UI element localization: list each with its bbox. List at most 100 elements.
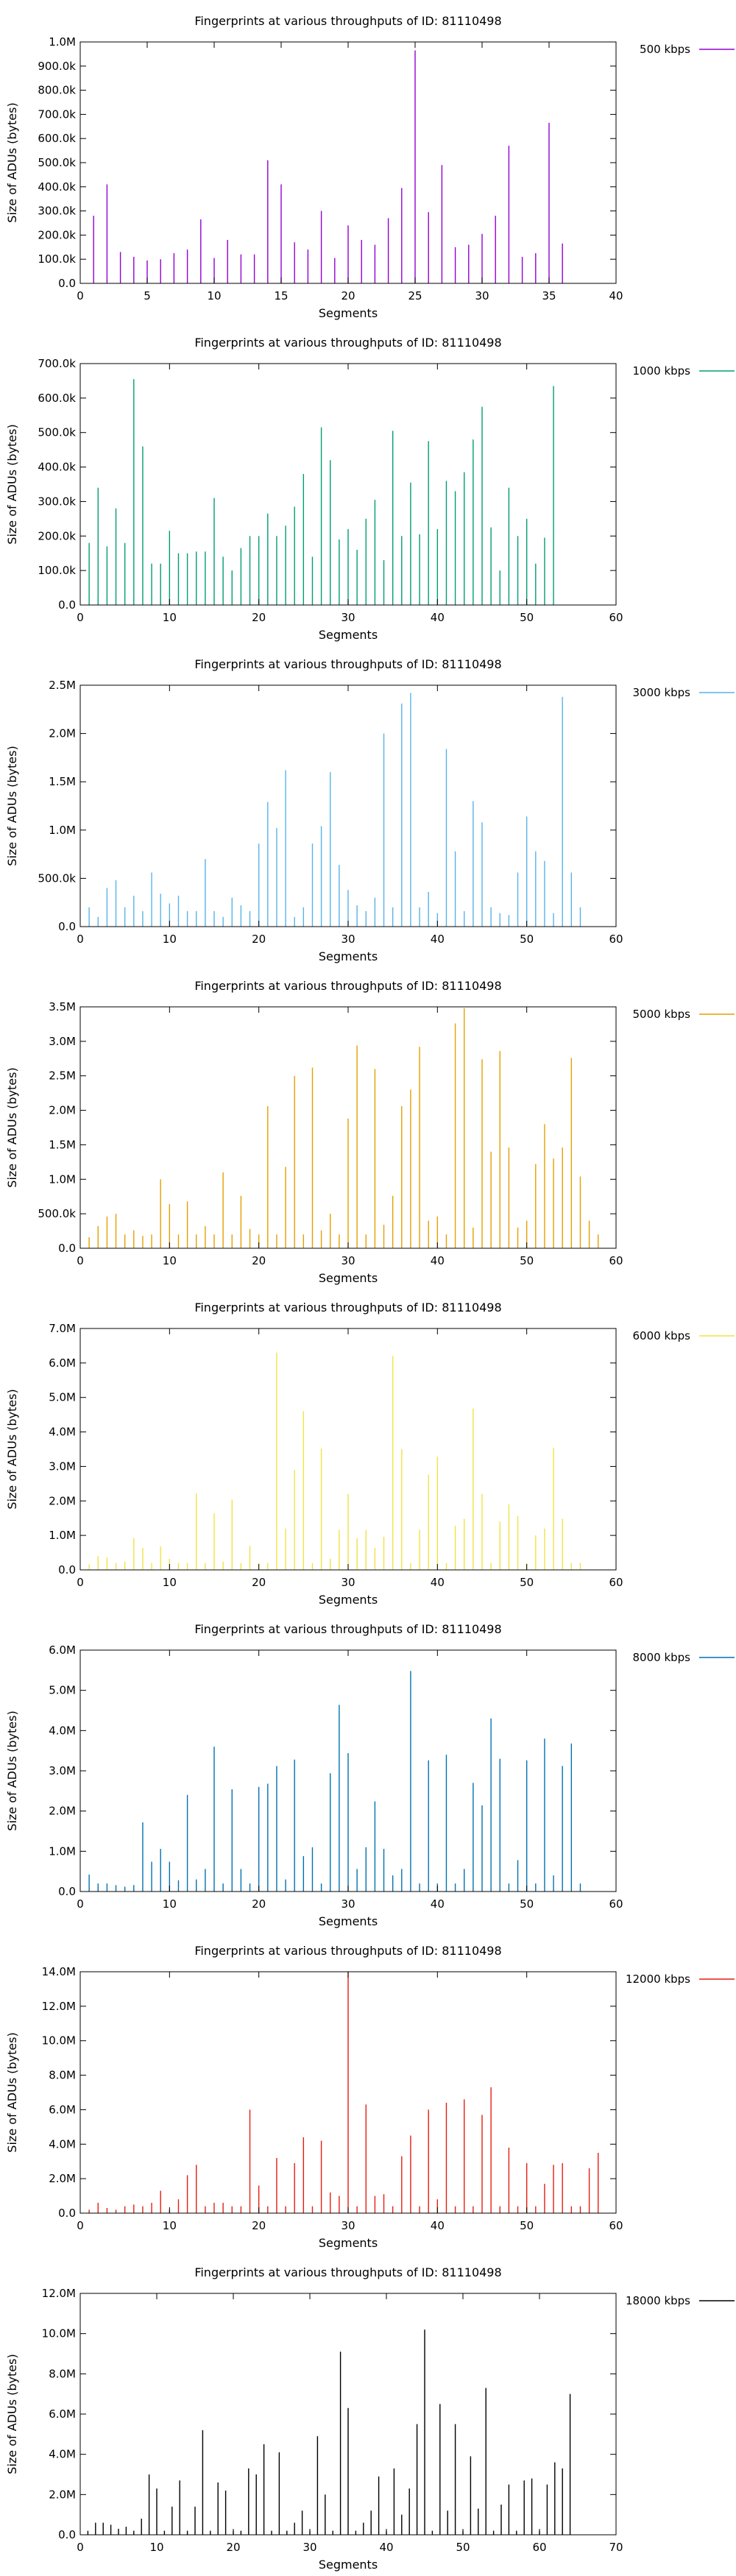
legend-label: 8000 kbps [633,1651,691,1664]
x-tick-label: 5 [144,289,151,302]
x-tick-label: 0 [77,1897,84,1911]
y-tick-label: 6.0M [49,1643,76,1657]
x-tick-label: 30 [341,1254,355,1267]
y-tick-label: 3.0M [49,1035,76,1048]
chart-panel: Fingerprints at various throughputs of I… [0,1608,736,1930]
x-tick-label: 0 [77,2219,84,2232]
y-tick-label: 1.5M [49,775,76,788]
y-tick-label: 900.0k [38,60,76,73]
x-tick-label: 0 [77,1576,84,1589]
y-tick-label: 0.0 [58,1885,76,1898]
x-tick-label: 10 [163,1576,177,1589]
y-tick-label: 4.0M [49,1426,76,1439]
x-tick-label: 20 [341,289,355,302]
y-tick-label: 5.0M [49,1684,76,1697]
y-tick-label: 800.0k [38,84,76,97]
x-axis-label: Segments [319,949,378,963]
x-tick-label: 20 [252,2219,266,2232]
x-tick-label: 50 [520,2219,534,2232]
chart-title: Fingerprints at various throughputs of I… [194,1301,501,1314]
legend-label: 500 kbps [640,43,690,56]
y-axis-label: Size of ADUs (bytes) [5,1710,19,1830]
y-axis-label: Size of ADUs (bytes) [5,424,19,544]
y-tick-label: 2.0M [49,1104,76,1117]
y-tick-label: 10.0M [42,2034,76,2048]
x-tick-label: 50 [520,933,534,946]
y-tick-label: 10.0M [42,2327,76,2340]
chart-svg: Fingerprints at various throughputs of I… [5,14,735,320]
y-tick-label: 1.0M [49,824,76,837]
y-tick-label: 2.0M [49,1805,76,1818]
chart-title: Fingerprints at various throughputs of I… [194,2265,501,2279]
x-tick-label: 10 [163,1897,177,1911]
x-tick-label: 50 [520,1576,534,1589]
y-tick-label: 14.0M [42,1965,76,1978]
y-tick-label: 300.0k [38,495,76,508]
x-tick-label: 60 [609,1576,623,1589]
chart-title: Fingerprints at various throughputs of I… [194,14,501,28]
legend-label: 1000 kbps [633,364,691,378]
y-tick-label: 4.0M [49,2137,76,2151]
y-tick-label: 3.0M [49,1459,76,1473]
y-tick-label: 12.0M [42,2000,76,2013]
x-tick-label: 60 [609,1254,623,1267]
x-tick-label: 40 [379,2541,393,2554]
y-tick-label: 5.0M [49,1391,76,1404]
y-tick-label: 6.0M [49,2103,76,2116]
y-axis-label: Size of ADUs (bytes) [5,1067,19,1187]
chart-panel: Fingerprints at various throughputs of I… [0,1930,736,2251]
chart-panel: Fingerprints at various throughputs of I… [0,322,736,643]
x-tick-label: 60 [609,611,623,624]
y-tick-label: 500.0k [38,1207,76,1220]
x-tick-label: 20 [252,1897,266,1911]
x-tick-label: 10 [163,2219,177,2232]
x-tick-label: 40 [431,933,445,946]
y-axis-label: Size of ADUs (bytes) [5,2354,19,2474]
x-tick-label: 10 [163,1254,177,1267]
y-tick-label: 2.5M [49,1069,76,1083]
x-tick-label: 20 [252,933,266,946]
y-tick-label: 500.0k [38,871,76,885]
y-tick-label: 0.0 [58,1563,76,1577]
chart-panel: Fingerprints at various throughputs of I… [0,1287,736,1608]
legend-label: 12000 kbps [626,1972,690,1986]
x-tick-label: 30 [475,289,489,302]
x-tick-label: 40 [431,611,445,624]
x-tick-label: 40 [609,289,623,302]
x-tick-label: 40 [431,2219,445,2232]
y-tick-label: 0.0 [58,598,76,612]
y-tick-label: 0.0 [58,1242,76,1255]
chart-title: Fingerprints at various throughputs of I… [194,1622,501,1636]
y-tick-label: 200.0k [38,228,76,241]
chart-svg: Fingerprints at various throughputs of I… [5,1944,735,2250]
x-tick-label: 0 [77,611,84,624]
y-tick-label: 600.0k [38,132,76,145]
y-tick-label: 8.0M [49,2069,76,2082]
y-tick-label: 2.0M [49,2172,76,2185]
legend-label: 5000 kbps [633,1008,691,1021]
chart-panel: Fingerprints at various throughputs of I… [0,643,736,965]
x-tick-label: 30 [302,2541,316,2554]
y-tick-label: 400.0k [38,461,76,474]
x-tick-label: 10 [207,289,221,302]
chart-svg: Fingerprints at various throughputs of I… [5,1301,735,1607]
y-tick-label: 1.0M [49,1844,76,1858]
x-tick-label: 40 [431,1576,445,1589]
x-tick-label: 35 [542,289,556,302]
x-tick-label: 0 [77,2541,84,2554]
x-axis-label: Segments [319,1593,378,1607]
y-tick-label: 4.0M [49,2448,76,2461]
x-tick-label: 20 [226,2541,240,2554]
x-tick-label: 30 [341,1897,355,1911]
x-tick-label: 50 [520,1254,534,1267]
x-axis-label: Segments [319,2236,378,2250]
y-tick-label: 8.0M [49,2367,76,2380]
x-tick-label: 10 [163,933,177,946]
y-tick-label: 200.0k [38,529,76,542]
chart-svg: Fingerprints at various throughputs of I… [5,979,735,1285]
y-tick-label: 2.0M [49,727,76,740]
x-tick-label: 50 [456,2541,470,2554]
y-tick-label: 500.0k [38,426,76,439]
y-tick-label: 2.5M [49,679,76,692]
